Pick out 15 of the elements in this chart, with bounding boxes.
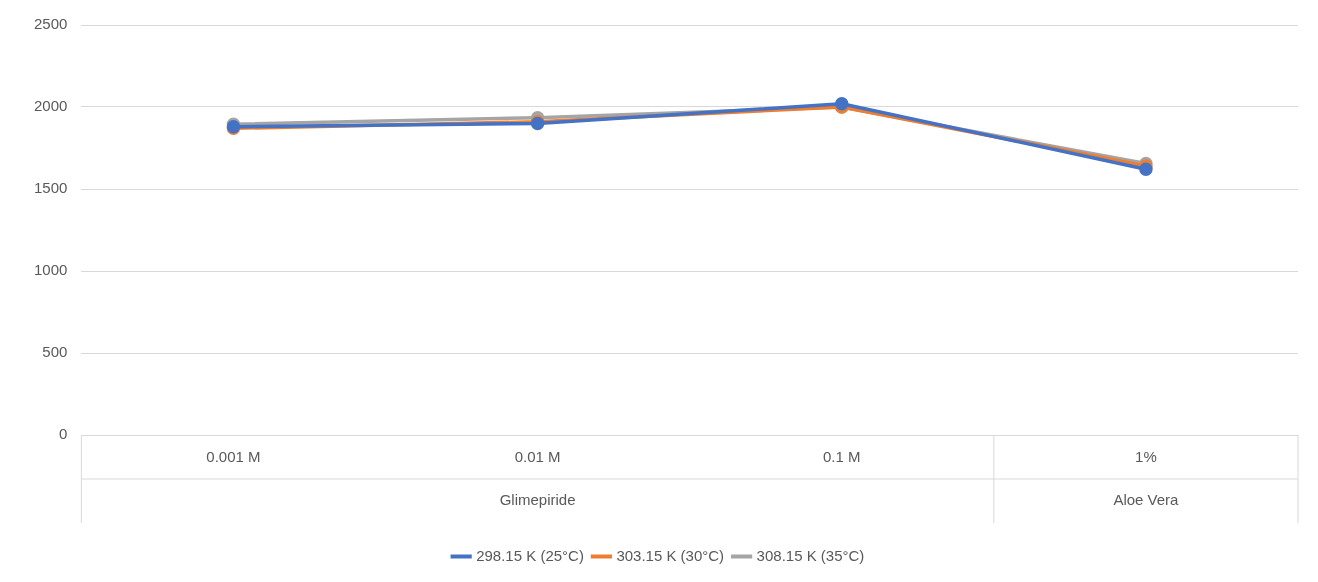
y-tick-label: 500 <box>42 343 68 361</box>
legend-label: 303.15 K (30°C) <box>616 546 725 564</box>
legend-label: 308.15 K (35°C) <box>756 546 865 564</box>
y-tick-label: 2500 <box>33 15 68 33</box>
y-tick-label: 2000 <box>33 97 68 115</box>
x-tick-label: 0.01 M <box>514 448 561 466</box>
x-tick-label: 0.1 M <box>823 448 861 466</box>
text: Aloe Vera <box>1113 491 1180 509</box>
y-tick-label: 1500 <box>33 179 68 197</box>
text: Glimepiride <box>499 491 576 509</box>
legend-label: 298.15 K (25°C) <box>476 546 584 564</box>
x-tick-label: 1% <box>1135 448 1157 466</box>
y-tick-label: 0 <box>59 425 68 443</box>
y-tick-label: 1000 <box>33 261 68 279</box>
x-tick-label: 0.001 M <box>206 448 261 466</box>
